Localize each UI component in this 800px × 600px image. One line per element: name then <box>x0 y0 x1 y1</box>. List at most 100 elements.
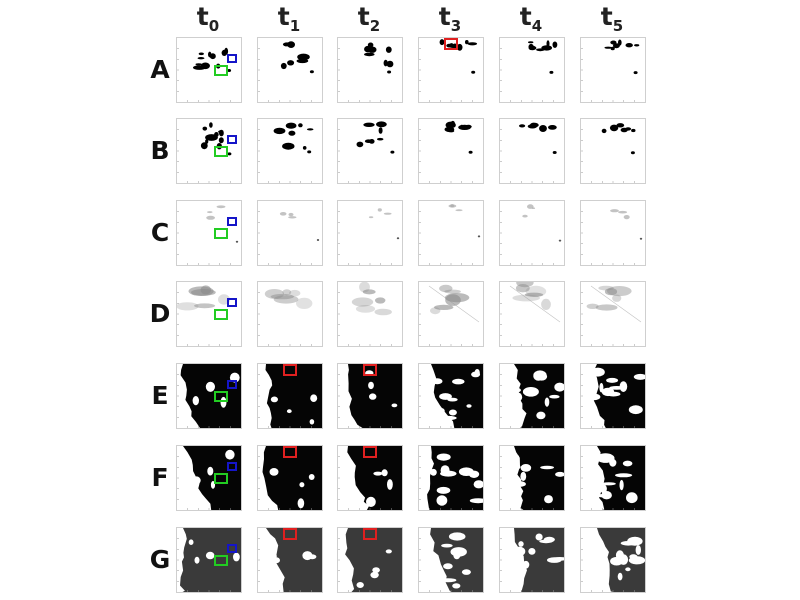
red-highlight-box <box>283 364 297 376</box>
row-label-b: B <box>150 136 170 165</box>
panel-e-t0 <box>176 363 242 429</box>
panel-g-t2 <box>337 527 403 593</box>
panel-heatmap <box>581 364 645 428</box>
panel-c-t2 <box>337 200 403 266</box>
column-header-subscript: 2 <box>369 17 381 35</box>
panel-heatmap <box>177 364 241 428</box>
panel-d-t1 <box>257 281 323 347</box>
panel-heatmap <box>500 364 564 428</box>
panel-heatmap <box>581 209 643 265</box>
panel-e-t5 <box>580 363 646 429</box>
panel-d-t0 <box>176 281 242 347</box>
panel-heatmap <box>338 282 392 346</box>
panel-heatmap <box>419 528 483 592</box>
panel-heatmap <box>258 446 322 510</box>
panel-b-t4 <box>499 118 565 184</box>
row-label-g: G <box>149 545 171 574</box>
panel-g-t0 <box>176 527 242 593</box>
panel-heatmap <box>177 528 241 592</box>
red-highlight-box <box>283 528 297 540</box>
panel-d-t5 <box>580 281 646 347</box>
panel-a-t2 <box>337 37 403 103</box>
row-label-f: F <box>151 463 169 492</box>
panel-heatmap <box>419 364 483 428</box>
panel-heatmap <box>500 122 557 183</box>
panel-e-t2 <box>337 363 403 429</box>
green-highlight-box <box>214 473 228 484</box>
blue-highlight-box <box>227 544 237 553</box>
panel-heatmap <box>177 446 241 510</box>
green-highlight-box <box>214 65 228 76</box>
panel-a-t1 <box>257 37 323 103</box>
panel-heatmap <box>177 47 232 102</box>
column-header-base: t <box>357 2 370 31</box>
panel-c-t5 <box>580 200 646 266</box>
panel-heatmap <box>177 122 232 183</box>
panel-b-t1 <box>257 118 323 184</box>
panel-c-t0 <box>176 200 242 266</box>
panel-d-t4 <box>499 281 565 347</box>
panel-c-t3 <box>418 200 484 266</box>
panel-heatmap <box>338 42 394 102</box>
column-header-subscript: 4 <box>531 17 543 35</box>
panel-heatmap <box>500 204 562 265</box>
red-highlight-box <box>363 364 377 376</box>
panel-g-t5 <box>580 527 646 593</box>
panel-heatmap <box>419 446 483 510</box>
panel-heatmap <box>581 446 645 510</box>
column-header-t2: t2 <box>334 2 404 35</box>
red-highlight-box <box>283 446 297 458</box>
column-header-subscript: 5 <box>612 17 624 35</box>
green-highlight-box <box>214 228 228 239</box>
panel-a-t0 <box>176 37 242 103</box>
blue-highlight-box <box>227 380 237 389</box>
panel-heatmap <box>258 364 322 428</box>
column-header-base: t <box>196 2 209 31</box>
panel-heatmap <box>581 285 642 346</box>
column-header-base: t <box>438 2 451 31</box>
column-header-subscript: 1 <box>289 17 301 35</box>
panel-heatmap <box>258 528 322 592</box>
panel-b-t3 <box>418 118 484 184</box>
row-label-e: E <box>151 381 169 410</box>
panel-heatmap <box>581 123 636 183</box>
panel-b-t5 <box>580 118 646 184</box>
panel-e-t3 <box>418 363 484 429</box>
panel-heatmap <box>338 121 395 183</box>
panel-f-t3 <box>418 445 484 511</box>
column-header-t3: t3 <box>415 2 485 35</box>
green-highlight-box <box>214 309 228 320</box>
column-header-base: t <box>519 2 532 31</box>
green-highlight-box <box>214 555 228 566</box>
blue-highlight-box <box>227 298 237 307</box>
panel-heatmap <box>419 284 480 346</box>
panel-g-t3 <box>418 527 484 593</box>
panel-d-t2 <box>337 281 403 347</box>
panel-heatmap <box>258 211 320 265</box>
red-highlight-box <box>444 38 458 50</box>
panel-c-t1 <box>257 200 323 266</box>
column-header-t5: t5 <box>577 2 647 35</box>
row-label-c: C <box>150 218 170 247</box>
row-label-d: D <box>149 299 171 328</box>
panel-f-t4 <box>499 445 565 511</box>
column-header-t0: t0 <box>173 2 243 35</box>
column-header-t1: t1 <box>254 2 324 35</box>
panel-heatmap <box>177 205 239 265</box>
panel-a-t4 <box>499 37 565 103</box>
panel-heatmap <box>500 282 561 346</box>
panel-heatmap <box>500 528 564 592</box>
panel-heatmap <box>258 289 313 346</box>
panel-c-t4 <box>499 200 565 266</box>
green-highlight-box <box>214 146 228 157</box>
panel-heatmap <box>419 204 481 265</box>
panel-heatmap <box>338 528 402 592</box>
panel-b-t0 <box>176 118 242 184</box>
panel-a-t5 <box>580 37 646 103</box>
column-header-base: t <box>600 2 613 31</box>
column-header-t4: t4 <box>496 2 566 35</box>
green-highlight-box <box>214 391 228 402</box>
red-highlight-box <box>363 528 377 540</box>
panel-heatmap <box>500 40 558 102</box>
panel-heatmap <box>258 41 314 102</box>
